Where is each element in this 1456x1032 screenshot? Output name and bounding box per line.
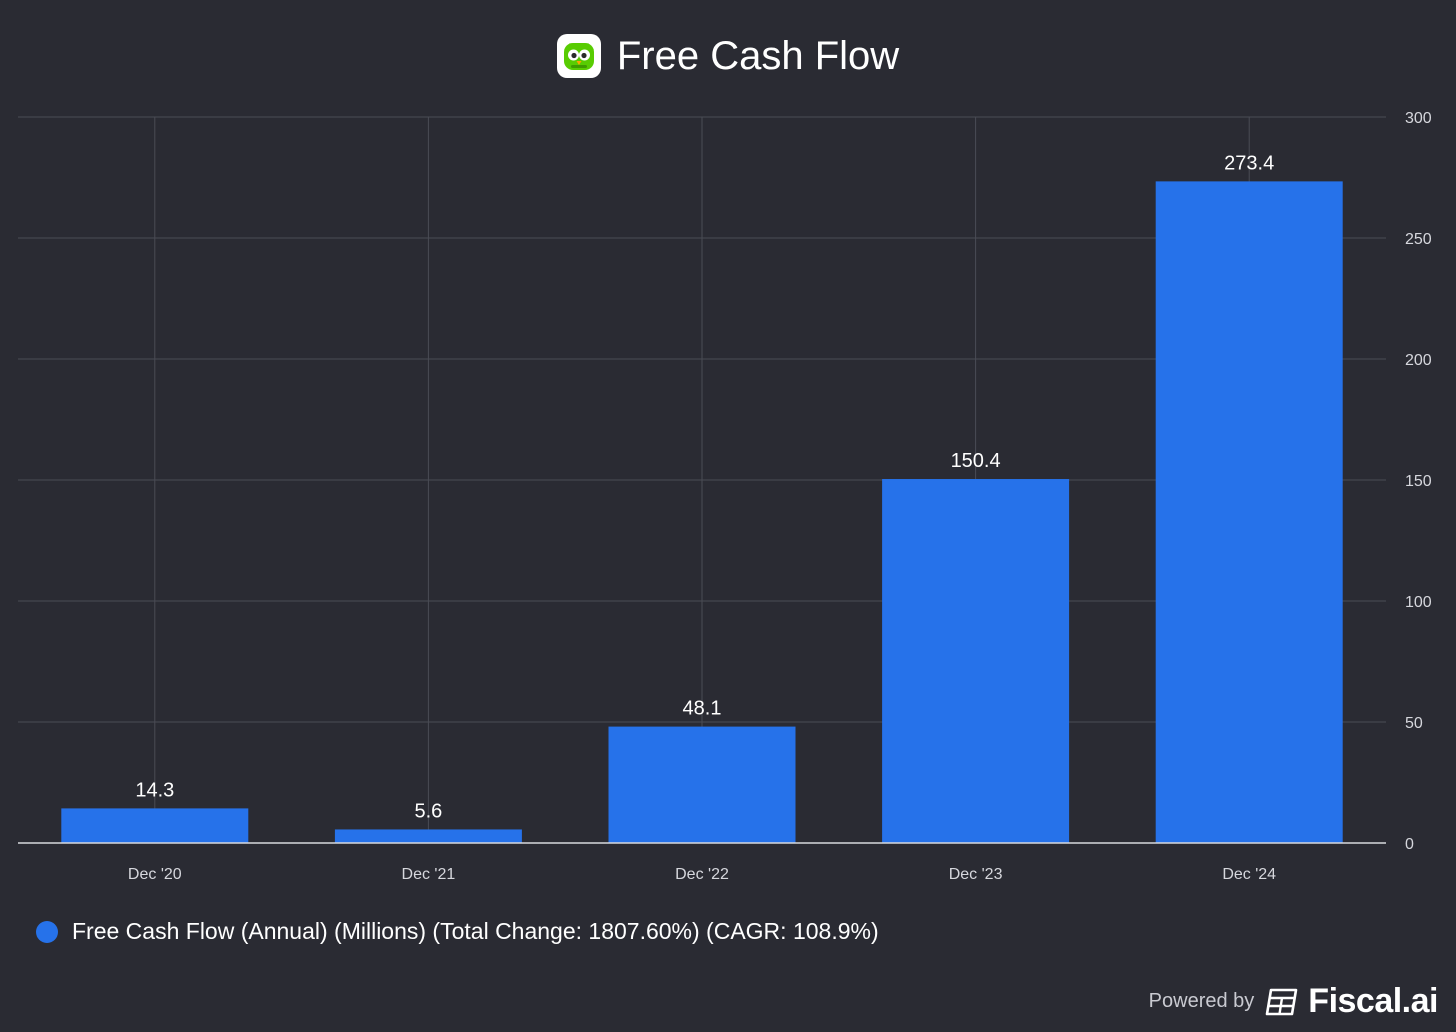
y-tick-label: 50 xyxy=(1405,715,1423,732)
chart-header: Free Cash Flow xyxy=(0,28,1456,84)
bar-value-label: 150.4 xyxy=(951,450,1001,472)
attribution: Powered by Fiscal.ai xyxy=(1148,982,1439,1021)
bar xyxy=(334,829,522,843)
powered-by-label: Powered by xyxy=(1148,990,1255,1012)
duolingo-owl-icon xyxy=(556,34,601,78)
bar-value-label: 14.3 xyxy=(135,779,174,801)
x-tick-label: Dec '21 xyxy=(402,866,456,883)
chart-title: Free Cash Flow xyxy=(616,33,900,78)
bar xyxy=(608,726,796,843)
legend-marker xyxy=(36,920,58,943)
y-tick-label: 300 xyxy=(1405,110,1432,127)
bar-chart: 0 50 100 150 200 250 300 14.3 Dec '20 5.6 Dec '21 4… xyxy=(18,110,1432,883)
x-tick-label: Dec '22 xyxy=(675,866,729,883)
legend-label: Free Cash Flow (Annual) (Millions) (Tota… xyxy=(72,918,879,944)
bar-value-label: 48.1 xyxy=(683,698,722,720)
y-tick-label: 0 xyxy=(1405,836,1414,853)
x-tick-label: Dec '24 xyxy=(1222,866,1276,883)
y-tick-label: 200 xyxy=(1405,352,1432,369)
bar xyxy=(882,479,1070,843)
y-tick-label: 150 xyxy=(1405,473,1432,490)
y-tick-label: 100 xyxy=(1405,594,1432,611)
y-tick-label: 250 xyxy=(1405,231,1432,248)
bar xyxy=(1155,181,1343,843)
x-tick-label: Dec '20 xyxy=(128,866,182,883)
brand-name: Fiscal.ai xyxy=(1308,982,1438,1020)
bar xyxy=(61,808,249,843)
bar-value-label: 5.6 xyxy=(414,800,442,822)
x-tick-label: Dec '23 xyxy=(949,866,1003,883)
fiscal-ai-logo-icon xyxy=(1265,988,1298,1015)
bar-value-label: 273.4 xyxy=(1224,152,1274,174)
legend[interactable]: Free Cash Flow (Annual) (Millions) (Tota… xyxy=(36,918,879,945)
